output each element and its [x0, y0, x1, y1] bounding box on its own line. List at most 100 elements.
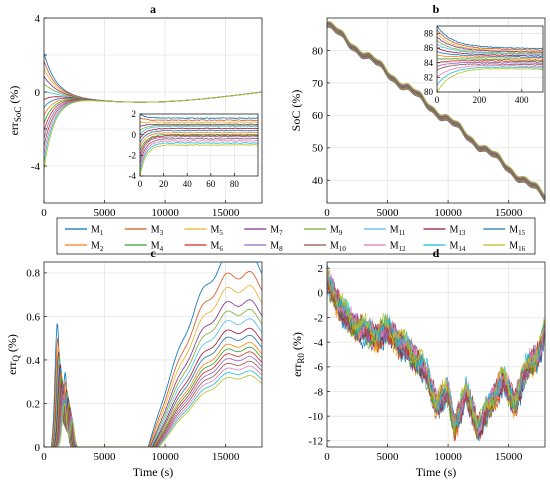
- panel-b-inset-y-tick-label: 82: [424, 72, 433, 82]
- panel-a-inset-series-line: [139, 135, 259, 160]
- legend-entry-subscript: 16: [518, 245, 526, 253]
- panel-a-inset-x-tick-label: 60: [206, 179, 216, 189]
- panel-b-inset-series-line: [437, 54, 544, 60]
- panel-d-series-line: [326, 268, 546, 433]
- panel-b-inset-series-line: [436, 63, 544, 71]
- panel-a-inset-y-tick-label: 2: [132, 109, 137, 119]
- legend-entry-subscript: 13: [458, 229, 466, 237]
- panel-c-plot-area: [44, 262, 262, 447]
- legend-entry: M1: [91, 225, 104, 238]
- panel-d-chart: 0 5000 10000 15000 -12 -10 -8 -6 -4 -2 0 2 d errR0 (%…: [290, 246, 546, 479]
- legend-entry-main: M: [390, 225, 399, 236]
- panel-a-y-tick-label: 0: [35, 87, 41, 99]
- panel-a-inset-y-tick-label: 0: [132, 130, 137, 140]
- panel-a-y-axis-label: errSoC (%): [7, 86, 23, 136]
- panel-a-inset-series-line: [139, 113, 258, 119]
- legend-entry: M11: [390, 225, 406, 238]
- legend-entry-subscript: 6: [219, 245, 223, 253]
- legend-entry-subscript: 3: [160, 229, 164, 237]
- legend-entry-main: M: [91, 241, 100, 252]
- panel-d-y-tick-label: -6: [314, 362, 324, 374]
- legend-entry: M9: [330, 225, 343, 238]
- legend-entry: M6: [211, 241, 224, 254]
- panel-d-y-axis-label-main: err: [290, 364, 304, 377]
- panel-a-inset-y-tick-label: -2: [129, 150, 137, 160]
- panel-d-x-tick-label: 15000: [495, 451, 523, 463]
- legend-entry: M14: [450, 241, 466, 254]
- panel-a-inset-series-line: [139, 144, 259, 177]
- panel-c-y-axis-label-main: err: [5, 362, 19, 375]
- panel-b-inset-series-line: [436, 58, 544, 62]
- panel-b-series-line: [326, 21, 546, 196]
- legend-entry: M15: [509, 225, 525, 238]
- legend-entry-subscript: 1: [100, 229, 104, 237]
- panel-a-inset-series-line: [139, 117, 259, 121]
- panel-b-inset-axes-frame: [436, 25, 544, 93]
- legend-entry-main: M: [151, 225, 160, 236]
- panel-b-inset-x-tick-label: 0: [435, 95, 440, 105]
- panel-a-inset-x-tick-label: 80: [230, 179, 240, 189]
- panel-b-inset-y-tick-label: 84: [424, 58, 434, 68]
- panel-a-inset-series-line: [140, 121, 259, 124]
- panel-a-inset-axes-frame: [139, 113, 259, 177]
- legend-entry: M2: [91, 241, 104, 254]
- panel-b-inset-series-line: [436, 61, 544, 67]
- legend-entry-subscript: 5: [219, 229, 223, 237]
- panel-a-inset-x-tick-label: 40: [183, 179, 193, 189]
- legend-entry: M8: [270, 241, 283, 254]
- panel-d-y-axis-label-unit: (%): [290, 332, 304, 353]
- panel-a-inset-x-tick-label: 0: [138, 179, 143, 189]
- panel-a-inset-series-line: [139, 129, 258, 144]
- panel-b-title: b: [433, 2, 440, 16]
- panel-b-inset-y-tick-label: 88: [424, 28, 434, 38]
- panel-b-y-tick-label: 70: [312, 78, 324, 90]
- legend-box: [56, 217, 536, 255]
- legend-entry-main: M: [509, 225, 518, 236]
- panel-b-inset-series-line: [436, 25, 544, 50]
- panel-a-y-axis-label-subscript: SoC: [13, 107, 23, 123]
- panel-a-x-tick-label: 0: [41, 207, 47, 219]
- legend-entry-subscript: 14: [458, 245, 466, 253]
- panel-a-y-axis-label-unit: (%): [7, 86, 21, 107]
- panel-a-inset-series-line: [139, 140, 259, 168]
- panel-d-x-tick-label: 10000: [434, 451, 462, 463]
- panel-a-inset-x-tick-label: 20: [159, 179, 169, 189]
- panel-b-inset-series-line: [436, 66, 543, 85]
- panel-b-x-tick-label: 5000: [377, 207, 400, 219]
- panel-d-y-tick-label: -4: [314, 337, 324, 349]
- panel-b-inset-series-line: [436, 60, 544, 64]
- panel-a-inset-series-line: [139, 123, 259, 127]
- legend-entry-main: M: [450, 225, 459, 236]
- panel-c-x-tick-label: 15000: [212, 451, 240, 463]
- legend-entry: M16: [509, 241, 525, 254]
- legend-entry-main: M: [330, 225, 339, 236]
- panel-b-y-tick-label: 50: [312, 143, 324, 155]
- panel-b-y-tick-label: 40: [312, 175, 324, 187]
- panel-a-inset-series-line: [139, 142, 259, 172]
- panel-b-x-tick-label: 15000: [495, 207, 523, 219]
- panel-b-y-tick-label: 60: [312, 110, 324, 122]
- legend-entry-main: M: [390, 241, 399, 252]
- legend-entry-main: M: [270, 241, 279, 252]
- panel-c-y-tick-label: 0.6: [26, 311, 40, 323]
- legend-entry: M3: [151, 225, 164, 238]
- panel-c-y-axis-label: errQ (%): [5, 334, 21, 375]
- panel-a-y-tick-label: -4: [31, 161, 41, 173]
- panel-c-y-tick-label: 0.4: [26, 355, 40, 367]
- panel-a-inset-series-line: [139, 125, 259, 135]
- legend-entry-subscript: 8: [279, 245, 283, 253]
- panel-a-inset-series-line: [139, 133, 259, 152]
- panel-c-x-tick-label: 10000: [151, 451, 179, 463]
- panel-b-chart: 0 5000 10000 15000 40 50 60 70 80 b SoC (%) 0 200 400…: [289, 2, 546, 219]
- panel-c-x-tick-label: 0: [41, 451, 47, 463]
- legend-entry-main: M: [151, 241, 160, 252]
- panel-a-inset-series-line: [139, 134, 259, 156]
- legend-entry: M10: [330, 241, 346, 254]
- panel-d-y-tick-label: -12: [308, 436, 323, 448]
- legend-entry: M7: [270, 225, 283, 238]
- panel-d-y-tick-label: -2: [314, 312, 323, 324]
- panel-d-x-tick-label: 5000: [377, 451, 400, 463]
- panel-b-y-axis-label: SoC (%): [289, 90, 303, 132]
